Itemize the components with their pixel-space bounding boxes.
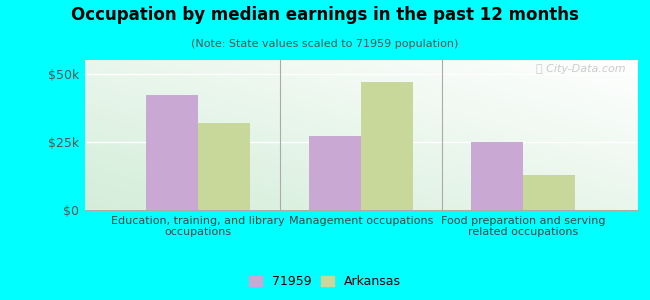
Bar [523,175,575,210]
Bar [471,142,523,210]
Text: (Note: State values scaled to 71959 population): (Note: State values scaled to 71959 popu… [191,39,459,49]
Bar [361,82,413,210]
Bar [309,136,361,210]
Legend: 71959, Arkansas: 71959, Arkansas [247,273,403,291]
Bar [146,95,198,210]
Text: Occupation by median earnings in the past 12 months: Occupation by median earnings in the pas… [71,6,579,24]
Text: ⓘ City-Data.com: ⓘ City-Data.com [536,64,626,74]
Bar [198,123,250,210]
